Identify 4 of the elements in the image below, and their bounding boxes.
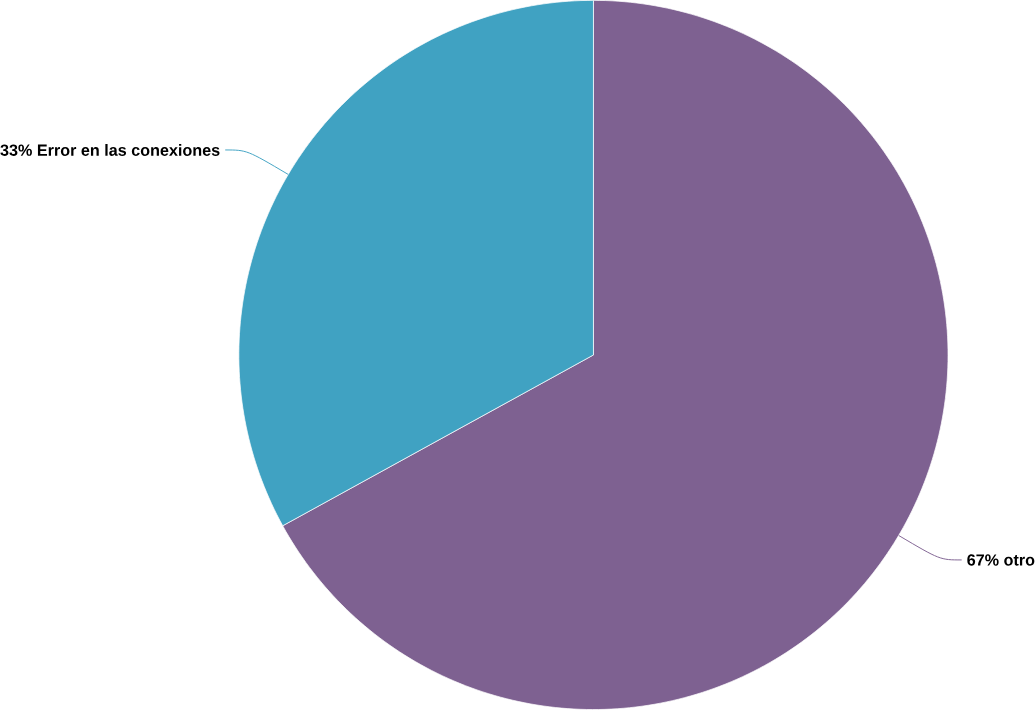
slice-label: otro [1004,554,1035,566]
slice-label: Error en las conexiones [37,144,220,156]
data-label: 33% [0,144,32,156]
data-label: 67% [967,554,999,566]
